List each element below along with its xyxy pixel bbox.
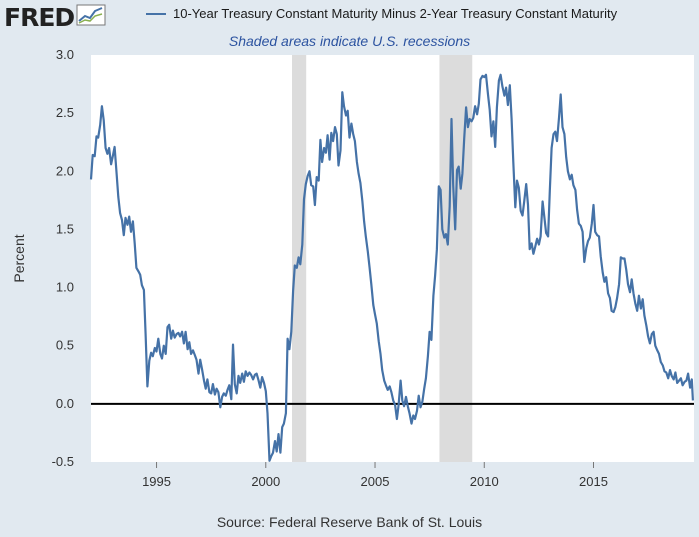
y-tick-label: 0.5 bbox=[56, 338, 74, 353]
y-tick-label: 1.0 bbox=[56, 280, 74, 295]
x-tick-label: 2015 bbox=[579, 474, 608, 489]
fred-logo[interactable]: FRED bbox=[4, 2, 106, 32]
source-note: Source: Federal Reserve Bank of St. Loui… bbox=[216, 514, 483, 530]
y-axis-label: Percent bbox=[11, 234, 27, 282]
y-tick-label: 2.0 bbox=[56, 163, 74, 178]
y-tick-label: -0.5 bbox=[52, 454, 74, 469]
y-tick-label: 0.0 bbox=[56, 396, 74, 411]
legend-label: 10-Year Treasury Constant Maturity Minus… bbox=[173, 6, 618, 21]
y-axis-ticks: -0.5 0.0 0.5 1.0 1.5 2.0 2.5 3.0 bbox=[52, 47, 74, 469]
y-tick-label: 1.5 bbox=[56, 221, 74, 236]
series-line bbox=[89, 73, 694, 462]
recession-note: Shaded areas indicate U.S. recessions bbox=[228, 33, 471, 49]
chart-logo-icon bbox=[76, 4, 106, 31]
y-tick-label: 2.5 bbox=[56, 105, 74, 120]
x-tick-label: 2010 bbox=[470, 474, 499, 489]
x-tick-label: 2005 bbox=[361, 474, 390, 489]
x-tick-label: 1995 bbox=[142, 474, 171, 489]
logo-text: FRED bbox=[4, 2, 75, 32]
y-tick-label: 3.0 bbox=[56, 47, 74, 62]
legend-swatch bbox=[146, 12, 166, 15]
x-axis-ticks: 1995 2000 2005 2010 2015 bbox=[142, 462, 608, 489]
legend: 10-Year Treasury Constant Maturity Minus… bbox=[146, 6, 617, 21]
x-tick-label: 2000 bbox=[251, 474, 280, 489]
